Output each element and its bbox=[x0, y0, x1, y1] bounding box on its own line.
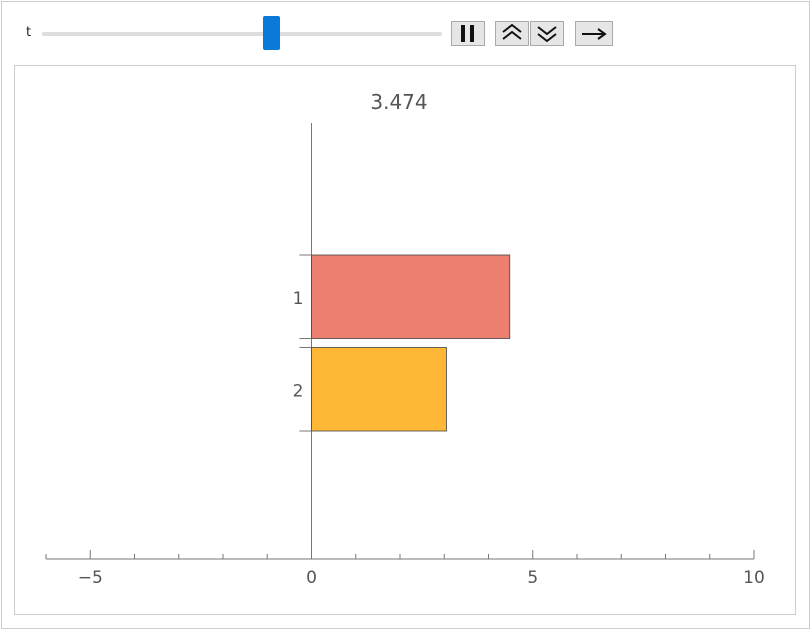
slower-button[interactable] bbox=[530, 21, 564, 46]
chart-title: 3.474 bbox=[370, 90, 427, 114]
slider-track[interactable] bbox=[42, 32, 442, 36]
y-tick-label: 1 bbox=[293, 289, 304, 309]
x-tick-label: 0 bbox=[306, 568, 317, 588]
y-tick-label: 2 bbox=[293, 381, 304, 401]
bar bbox=[311, 254, 511, 339]
faster-button[interactable] bbox=[495, 21, 529, 46]
direction-button[interactable] bbox=[575, 21, 613, 46]
slider-label: t bbox=[26, 25, 31, 40]
x-tick-label: 10 bbox=[743, 568, 765, 588]
plot-frame bbox=[14, 65, 796, 615]
bar bbox=[311, 347, 447, 432]
slider-thumb[interactable] bbox=[263, 16, 280, 50]
x-tick-label: −5 bbox=[78, 568, 103, 588]
x-tick-label: 5 bbox=[527, 568, 538, 588]
pause-button[interactable] bbox=[451, 21, 485, 46]
